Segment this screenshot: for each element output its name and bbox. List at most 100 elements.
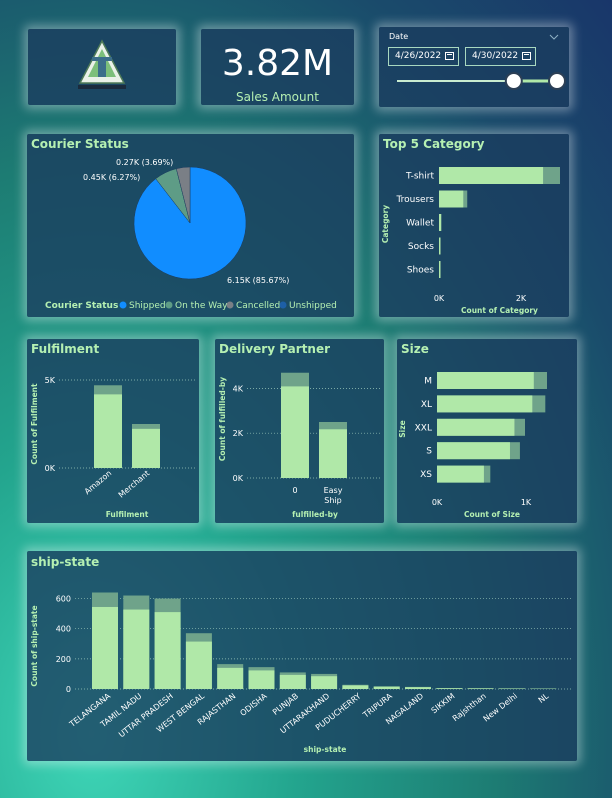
sales-amount-value: 3.82M [221, 43, 334, 84]
legend-marker [226, 301, 234, 309]
bar [123, 609, 150, 689]
bar [437, 372, 534, 389]
bar [439, 261, 441, 278]
bar [405, 687, 431, 689]
start-date-value: 4/26/2022 [395, 51, 442, 61]
category-label: XXL [415, 423, 432, 433]
legend-entry: Shipped [129, 301, 166, 311]
calendar-icon[interactable] [522, 52, 531, 60]
bar [437, 395, 533, 413]
category-label: T-shirt [405, 172, 435, 182]
y-tick-label: 600 [56, 595, 71, 604]
calendar-icon[interactable] [445, 52, 454, 60]
category-label: Wallet [406, 219, 434, 229]
start-date-input[interactable]: 4/26/2022 [388, 47, 459, 66]
size-card: Size M XL XXL S XS 0K 1K Count of Size Size [397, 339, 577, 523]
x-axis-title: Count of Category [461, 306, 538, 315]
x-tick-label: 0K [432, 498, 443, 507]
date-slicer-card: Date 4/26/2022 4/30/2022 [379, 27, 569, 107]
x-axis-title: ship-state [304, 745, 347, 754]
bar [342, 685, 369, 689]
delivery-partner-card: Delivery Partner 0K 2K 4K 0 Easy Ship fulfille… [215, 339, 384, 523]
x-tick-label: ODISHA [238, 691, 269, 718]
x-tick-label: SIKKIM [430, 691, 457, 715]
bar [279, 674, 306, 689]
ship-state-card: ship-state 0 200 400 600 TELANGANA TAMIL NADU… [27, 551, 577, 761]
y-axis-title: Count of fulfilled-by [218, 377, 227, 461]
top5-category-card: Top 5 Category T-shirt Trousers Wallet Sock… [379, 134, 569, 317]
bar [311, 676, 338, 689]
delivery-partner-title: Delivery Partner [219, 342, 331, 356]
bar [132, 428, 160, 468]
bar [319, 429, 347, 478]
fulfilment-card: Fulfilment 0K 5K Amazon Merchant Fulfilment C… [27, 339, 199, 523]
x-tick-label: PUNJAB [271, 691, 300, 716]
bar [439, 190, 464, 208]
bar [439, 167, 544, 184]
bar [498, 688, 525, 689]
sales-amount-card: 3.82M Sales Amount [201, 29, 354, 105]
category-label: S [426, 447, 432, 457]
bar [373, 686, 400, 689]
courier-status-card: Courier Status 6.15K (85.67%) 0.45K (6.27… [27, 134, 354, 317]
bar [439, 237, 441, 255]
x-tick-label: 0K [434, 294, 445, 303]
size-title: Size [401, 342, 429, 356]
fulfilment-bar-chart: 0K 5K Amazon Merchant Fulfilment Count of Ful… [30, 376, 195, 519]
y-tick-label: 400 [56, 625, 71, 634]
top5-category-bar-chart: T-shirt Trousers Wallet Socks Shoes 0K 2K Count… [381, 167, 560, 315]
category-label: Socks [408, 242, 434, 252]
bar [436, 688, 463, 689]
legend-entry: On the Way [175, 301, 228, 311]
y-tick-label: 0 [66, 685, 71, 694]
x-tick-label: New Delhi [482, 691, 520, 723]
x-tick-label: 0 [292, 486, 297, 495]
category-label: XL [421, 400, 432, 410]
bar [185, 641, 212, 689]
legend-marker [165, 301, 173, 309]
y-axis-title: Category [381, 205, 390, 243]
logo-card [28, 29, 176, 105]
pie-slice [176, 166, 191, 224]
top5-category-title: Top 5 Category [383, 137, 485, 151]
category-label: Trousers [395, 195, 434, 205]
bar [154, 612, 181, 689]
end-date-value: 4/30/2022 [472, 51, 519, 61]
courier-status-title: Courier Status [31, 137, 129, 151]
end-date-input[interactable]: 4/30/2022 [465, 47, 536, 66]
company-logo [78, 39, 126, 89]
x-tick-label: NL [537, 691, 551, 705]
x-tick-label: Ship [324, 496, 341, 505]
fulfilment-title: Fulfilment [31, 342, 100, 356]
x-tick-label: Amazon [83, 469, 114, 497]
bar [439, 214, 442, 231]
date-label: Date [389, 32, 409, 41]
x-axis-title: Count of Size [464, 510, 520, 519]
x-tick-label: 1K [521, 498, 532, 507]
pie-data-label: 0.45K (6.27%) [83, 173, 140, 182]
category-label: Shoes [407, 266, 434, 276]
date-range-slider[interactable] [379, 69, 569, 99]
chevron-down-icon[interactable] [549, 34, 559, 40]
bar [281, 386, 309, 478]
bar [92, 606, 118, 689]
legend-entry: Unshipped [289, 301, 337, 311]
x-tick-label: Easy [324, 486, 343, 495]
y-axis-title: Count of ship-state [30, 605, 39, 686]
bar [437, 465, 484, 483]
bar [437, 442, 510, 460]
x-tick-label: 2K [516, 294, 527, 303]
courier-status-pie-chart: 6.15K (85.67%) 0.45K (6.27%) 0.27K (3.69%)… [45, 158, 337, 311]
x-axis-title: Fulfilment [106, 510, 149, 519]
y-tick-label: 200 [56, 655, 71, 664]
y-tick-label: 4K [233, 384, 244, 393]
x-axis-title: fulfilled-by [292, 510, 338, 519]
slider-end-handle[interactable] [548, 72, 566, 90]
legend-marker [279, 301, 287, 309]
x-tick-label: UTTAR PRADESH [117, 691, 175, 739]
category-label: XS [420, 470, 432, 480]
slider-start-handle[interactable] [504, 72, 523, 90]
